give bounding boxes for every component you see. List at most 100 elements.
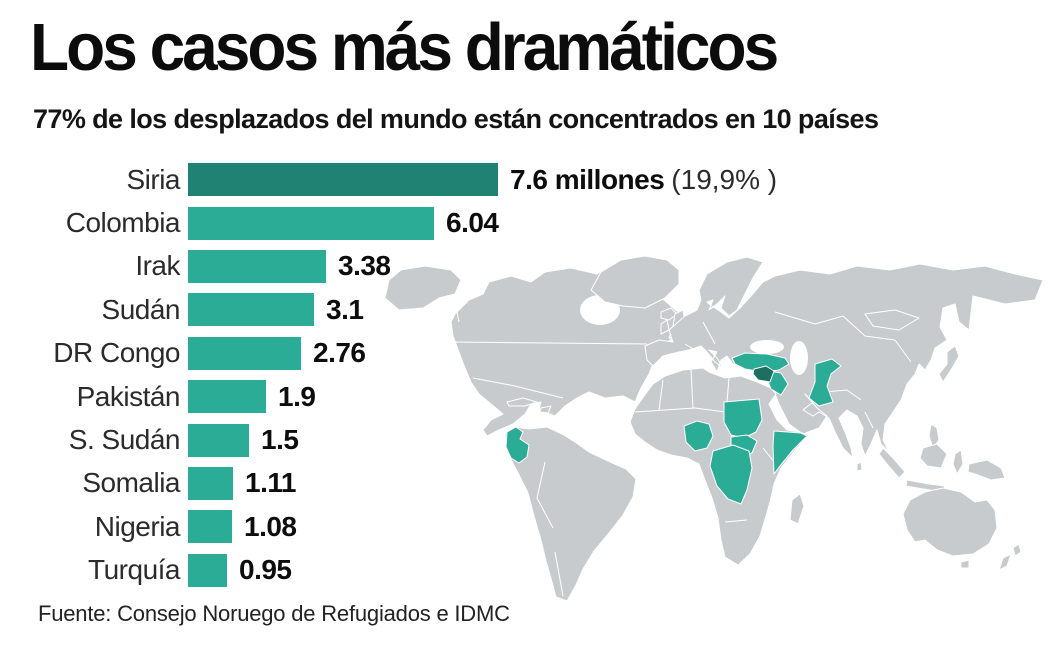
bar-row: Siria 7.6 millones (19,9% ): [0, 158, 777, 201]
border-us-mexico: [472, 377, 564, 399]
country-nigeria: [683, 420, 714, 452]
landmass-sumatra: [878, 447, 906, 479]
border-argentina-chile: [554, 551, 564, 597]
border-mongolia: [864, 309, 920, 331]
bar: [188, 423, 249, 457]
landmass-australia: [902, 487, 998, 557]
country-pakistan: [808, 358, 842, 407]
bar-row: Irak 3.38: [0, 245, 777, 288]
bar-row: DR Congo 2.76: [0, 332, 777, 375]
bar-chart: Siria 7.6 millones (19,9% ) Colombia 6.04 Ira…: [0, 158, 777, 592]
bar-label: Somalia: [82, 467, 180, 499]
bar-value: 2.76: [313, 337, 366, 369]
bar-value: 6.04: [446, 207, 499, 239]
border-russia-kazakh: [774, 311, 844, 325]
bar-label: Irak: [135, 250, 180, 282]
bar-value-number: 1.08: [244, 510, 297, 542]
bar: [188, 553, 227, 587]
bar-label: S. Sudán: [68, 424, 181, 456]
caspian-sea: [790, 341, 808, 375]
country-somalia: [772, 430, 808, 475]
landmass-new-zealand-north: [1012, 543, 1022, 557]
country-drcongo: [709, 444, 753, 505]
bar-value-number: 6.04: [446, 207, 499, 239]
landmass-japan: [938, 345, 960, 383]
bar: [188, 249, 326, 283]
bar-value-share: (19,9% ): [671, 163, 778, 195]
bar-value: 3.38: [338, 250, 391, 282]
landmass-alaska: [384, 265, 462, 311]
black-sea: [750, 340, 784, 354]
page-subtitle: 77% de los desplazados del mundo están c…: [33, 104, 879, 134]
border-central-europe: [702, 321, 716, 345]
border-algeria-morocco: [658, 379, 664, 411]
country-colombia: [505, 426, 530, 464]
landmass-greenland: [590, 255, 680, 309]
border-sahel: [634, 407, 726, 413]
border-libya-egypt: [726, 377, 730, 403]
bar-label: Colombia: [65, 207, 181, 239]
world-map: [384, 255, 1044, 602]
bar-value: 0.95: [239, 554, 292, 586]
landmass-sri-lanka: [856, 461, 863, 472]
bar-value-number: 3.1: [326, 293, 364, 325]
bar: [188, 466, 233, 500]
bar-value-number: 0.95: [239, 554, 292, 586]
border-indochina: [864, 411, 874, 429]
bar-value-number: 1.9: [278, 380, 316, 412]
landmass-south-america: [504, 426, 637, 602]
bar-value: 1.08: [244, 511, 297, 543]
bar-row: Pakistán 1.9: [0, 375, 777, 418]
bar-label: Nigeria: [94, 510, 181, 542]
border-france-italy: [684, 343, 696, 351]
landmass-cuba: [506, 397, 538, 407]
bar-row: Somalia 1.11: [0, 462, 777, 505]
bar: [188, 293, 314, 327]
landmass-tasmania: [960, 559, 970, 569]
landmass-hispaniola: [539, 405, 552, 414]
bar-label: Turquía: [88, 554, 180, 586]
landmass-new-zealand-south: [998, 553, 1012, 571]
border-kazakh-china: [842, 315, 896, 341]
page-title: Los casos más dramáticos: [30, 9, 779, 85]
bar-row: Colombia 6.04: [0, 201, 777, 244]
bar-row: Nigeria 1.08: [0, 505, 777, 548]
landmass-sulawesi: [952, 449, 964, 475]
bar-value-number: 1.11: [245, 467, 296, 499]
bar-label: Siria: [126, 163, 180, 195]
bar-row: Sudán 3.1: [0, 288, 777, 331]
bar-value-number: 2.76: [313, 337, 366, 369]
bar: [188, 163, 498, 197]
bar-value: 1.11: [245, 467, 296, 499]
landmass-madagascar: [789, 493, 805, 525]
border-algeria-libya: [690, 369, 694, 409]
bar: [188, 380, 266, 414]
border-us-canada: [452, 341, 648, 345]
bar-label: DR Congo: [53, 337, 180, 369]
border-china-coastline: [894, 339, 912, 363]
bar-value-number: 7.6 millones: [510, 163, 665, 195]
bar-value: 1.9: [278, 380, 316, 413]
border-china-india: [824, 389, 862, 401]
border-alaska-canada: [454, 301, 460, 323]
bar-value: 7.6 millones (19,9% ): [510, 164, 777, 196]
bar: [188, 510, 232, 544]
country-siria: [752, 365, 775, 383]
bar-label: Sudán: [101, 293, 181, 325]
bar-row: S. Sudán 1.5: [0, 418, 777, 461]
country-turquia: [731, 352, 790, 373]
border-southern-africa: [724, 519, 748, 523]
bar-label: Pakistán: [76, 380, 181, 412]
landmass-new-guinea: [967, 459, 1006, 481]
bar-value: 1.5: [261, 424, 299, 456]
landmass-iceland: [660, 307, 678, 321]
bar-row: Turquía 0.95: [0, 549, 777, 592]
landmass-north-america: [450, 265, 690, 437]
border-brazil-west: [536, 461, 554, 529]
bar-value-number: 1.5: [261, 424, 299, 456]
bar: [188, 206, 434, 240]
landmass-borneo: [919, 443, 948, 469]
country-sudan: [723, 398, 763, 439]
source-note: Fuente: Consejo Noruego de Refugiados e …: [38, 601, 510, 626]
